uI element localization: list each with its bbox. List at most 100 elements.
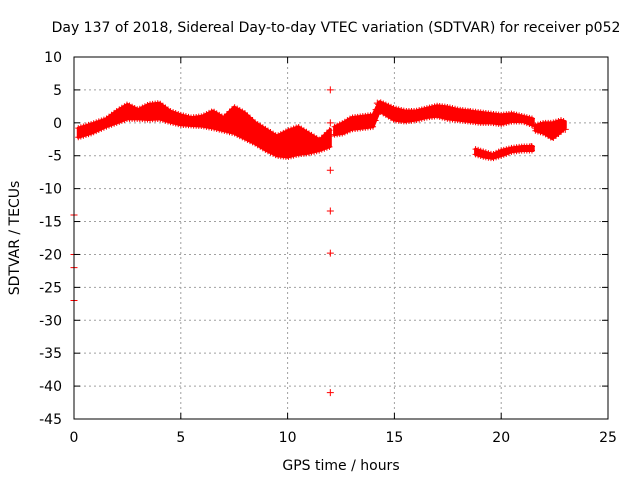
data-marker — [241, 135, 248, 142]
data-marker — [441, 115, 448, 122]
y-tick-label: -5 — [48, 149, 62, 165]
y-tick-label: -15 — [39, 215, 62, 231]
data-marker — [167, 108, 174, 115]
data-marker — [100, 124, 107, 131]
data-points — [70, 86, 569, 397]
data-marker — [172, 110, 179, 117]
data-marker — [272, 152, 279, 159]
data-marker — [537, 129, 544, 136]
data-marker — [498, 152, 505, 159]
data-marker — [480, 153, 487, 160]
data-marker — [239, 108, 246, 115]
data-marker — [157, 116, 164, 123]
data-marker — [218, 127, 225, 134]
data-marker — [172, 120, 179, 127]
data-marker — [390, 116, 397, 123]
data-marker — [144, 102, 151, 109]
data-marker — [495, 153, 502, 160]
data-marker — [95, 118, 102, 125]
data-marker — [387, 103, 394, 110]
data-marker — [223, 128, 230, 135]
data-marker — [90, 129, 97, 136]
data-marker — [560, 117, 567, 124]
data-marker — [526, 114, 533, 121]
data-marker — [370, 111, 377, 118]
data-marker — [198, 113, 205, 120]
data-marker — [282, 128, 289, 135]
data-marker — [213, 126, 220, 133]
data-marker — [323, 144, 330, 151]
data-marker — [185, 113, 192, 120]
data-marker — [416, 107, 423, 114]
data-marker — [318, 146, 325, 153]
data-marker — [80, 132, 87, 139]
data-marker — [370, 123, 377, 130]
data-point — [326, 249, 334, 257]
x-tick-labels: 0 5 10 15 20 25 — [70, 430, 617, 446]
y-tick-label: 0 — [53, 116, 62, 132]
data-point — [540, 125, 548, 133]
data-marker — [98, 125, 105, 132]
data-marker — [226, 108, 233, 115]
data-marker — [231, 104, 238, 111]
data-marker — [106, 122, 113, 129]
data-marker — [280, 129, 287, 136]
data-marker — [167, 119, 174, 126]
data-marker — [395, 106, 402, 113]
chart-title: Day 137 of 2018, Sidereal Day-to-day VTE… — [52, 20, 621, 36]
data-marker — [413, 107, 420, 114]
data-marker — [339, 130, 346, 137]
data-marker — [323, 129, 330, 136]
data-marker — [418, 106, 425, 113]
data-point — [553, 129, 561, 137]
data-marker — [313, 148, 320, 155]
data-marker — [318, 134, 325, 141]
data-marker — [264, 148, 271, 155]
data-marker — [270, 150, 277, 157]
data-marker — [211, 125, 218, 132]
data-marker — [126, 102, 133, 109]
data-marker — [334, 122, 341, 129]
data-marker — [236, 133, 243, 140]
data-marker — [288, 126, 295, 133]
data-marker — [175, 110, 182, 117]
data-marker — [290, 152, 297, 159]
data-marker — [249, 139, 256, 146]
data-marker — [93, 119, 100, 126]
data-marker — [472, 151, 479, 158]
data-marker — [223, 111, 230, 118]
data-marker — [423, 105, 430, 112]
data-marker — [498, 147, 505, 154]
data-marker — [418, 115, 425, 122]
data-marker — [390, 104, 397, 111]
y-tick-label: 10 — [44, 50, 62, 66]
data-marker — [436, 113, 443, 120]
data-marker — [452, 105, 459, 112]
data-marker — [162, 117, 169, 124]
data-marker — [498, 121, 505, 128]
data-marker — [308, 149, 315, 156]
data-marker — [88, 121, 95, 128]
data-marker — [518, 113, 525, 120]
data-marker — [475, 146, 482, 153]
data-marker — [523, 114, 530, 121]
data-marker — [231, 130, 238, 137]
plot-frame — [73, 56, 609, 420]
data-marker — [293, 151, 300, 158]
data-marker — [372, 117, 379, 124]
data-marker — [321, 132, 328, 139]
data-point — [465, 108, 473, 116]
data-marker — [500, 151, 507, 158]
data-marker — [503, 150, 510, 157]
y-tick-label: -20 — [39, 247, 62, 263]
y-tick-label: -45 — [39, 412, 62, 428]
data-marker — [513, 111, 520, 118]
data-marker — [170, 109, 177, 116]
data-point — [531, 124, 539, 132]
data-marker — [95, 126, 102, 133]
data-point — [326, 166, 334, 174]
data-marker — [480, 148, 487, 155]
data-marker — [103, 123, 110, 130]
data-marker — [398, 107, 405, 114]
y-tick-label: 5 — [53, 83, 62, 99]
